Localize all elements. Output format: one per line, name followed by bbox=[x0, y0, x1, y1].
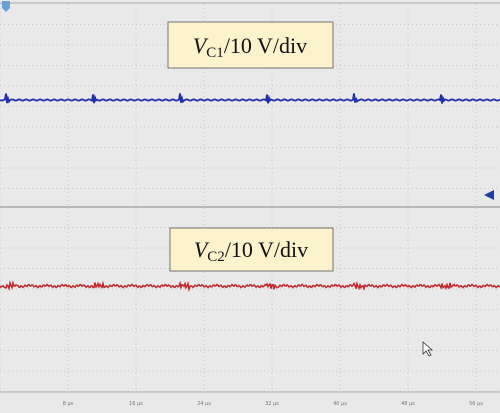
time-tick-label: 48 µs bbox=[401, 401, 415, 407]
label-scale: /10 V/div bbox=[224, 33, 307, 58]
time-tick-label: 16 µs bbox=[129, 401, 143, 407]
label-scale: /10 V/div bbox=[225, 237, 308, 262]
channel-2-label: VC2/10 V/div bbox=[194, 237, 308, 265]
label-symbol: V bbox=[193, 33, 209, 58]
label-symbol: V bbox=[194, 237, 210, 262]
trigger-marker bbox=[2, 1, 10, 12]
channel-1-trace bbox=[0, 93, 500, 104]
label-box bbox=[169, 227, 334, 272]
label-box bbox=[167, 21, 334, 69]
time-tick-label: 40 µs bbox=[333, 401, 347, 407]
label-subscript: C1 bbox=[206, 45, 224, 61]
grid bbox=[0, 4, 500, 393]
time-tick-label: 8 µs bbox=[63, 401, 74, 407]
time-tick-label: 24 µs bbox=[197, 401, 211, 407]
time-axis: 8 µs 16 µs 24 µs 32 µs 40 µs 48 µs 56 µs bbox=[63, 401, 484, 407]
mouse-cursor bbox=[422, 341, 434, 357]
channel-marker bbox=[484, 190, 494, 200]
channel-1-label: VC1/10 V/div bbox=[193, 33, 307, 61]
time-tick-label: 56 µs bbox=[469, 401, 483, 407]
channel-2-trace bbox=[0, 280, 500, 293]
time-tick-label: 32 µs bbox=[265, 401, 279, 407]
label-subscript: C2 bbox=[207, 249, 225, 265]
